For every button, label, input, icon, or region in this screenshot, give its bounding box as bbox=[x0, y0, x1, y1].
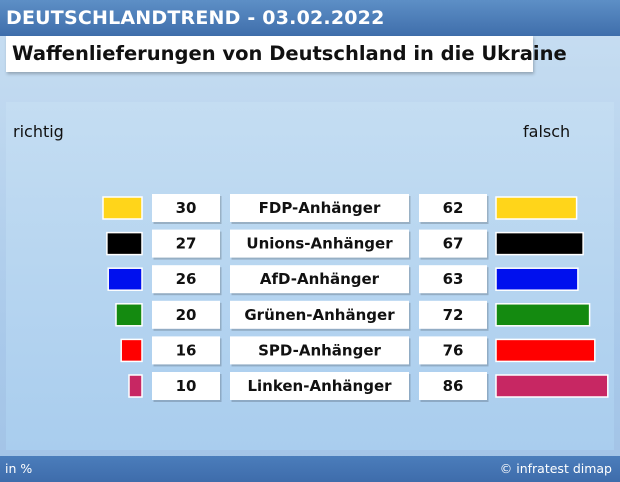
bar-falsch bbox=[495, 196, 578, 220]
value-label-falsch: 63 bbox=[443, 270, 464, 288]
title-box: Waffenlieferungen von Deutschland in die… bbox=[6, 36, 567, 72]
value-label-richtig: 26 bbox=[176, 270, 197, 288]
value-box-richtig bbox=[152, 372, 220, 400]
bar-richtig bbox=[107, 267, 143, 291]
value-label-falsch: 62 bbox=[443, 199, 464, 217]
category-box bbox=[230, 194, 409, 222]
bar-falsch bbox=[495, 374, 609, 398]
header-band bbox=[0, 0, 620, 36]
value-label-falsch: 72 bbox=[443, 306, 464, 324]
bar-richtig bbox=[120, 338, 143, 363]
category-box bbox=[230, 300, 409, 329]
left-series-label: richtig bbox=[13, 122, 64, 141]
value-box-richtig bbox=[152, 229, 220, 258]
value-box-falsch bbox=[419, 265, 487, 294]
bar-richtig bbox=[106, 231, 143, 256]
unit-label: in % bbox=[5, 461, 33, 476]
bar-falsch bbox=[495, 267, 579, 291]
category-label: FDP-Anhänger bbox=[259, 199, 381, 217]
value-label-richtig: 30 bbox=[176, 199, 197, 217]
value-box-falsch bbox=[419, 300, 487, 329]
bar-falsch bbox=[495, 231, 584, 256]
category-box bbox=[230, 372, 409, 400]
footer-band: in % © infratest dimap bbox=[0, 456, 620, 482]
value-label-richtig: 20 bbox=[176, 306, 197, 324]
value-box-richtig bbox=[152, 336, 220, 365]
category-box bbox=[230, 265, 409, 294]
bar-falsch bbox=[495, 303, 591, 327]
category-label: Linken-Anhänger bbox=[247, 377, 392, 395]
value-box-richtig bbox=[152, 194, 220, 222]
category-label: AfD-Anhänger bbox=[260, 270, 380, 288]
survey-kicker: DEUTSCHLANDTREND - 03.02.2022 bbox=[6, 7, 385, 29]
bar-falsch bbox=[495, 338, 596, 363]
category-label: SPD-Anhänger bbox=[258, 341, 381, 359]
category-box bbox=[230, 336, 409, 365]
right-series-label: falsch bbox=[523, 122, 571, 141]
value-box-falsch bbox=[419, 194, 487, 222]
bar-richtig bbox=[115, 303, 143, 327]
bar-richtig bbox=[102, 196, 143, 220]
value-label-falsch: 86 bbox=[443, 377, 464, 395]
category-label: Grünen-Anhänger bbox=[244, 306, 395, 324]
value-box-falsch bbox=[419, 229, 487, 258]
value-label-falsch: 67 bbox=[443, 235, 464, 253]
value-box-richtig bbox=[152, 265, 220, 294]
source-credit: © infratest dimap bbox=[499, 461, 612, 476]
value-label-richtig: 27 bbox=[176, 235, 197, 253]
value-label-richtig: 10 bbox=[176, 377, 197, 395]
value-box-falsch bbox=[419, 372, 487, 400]
value-box-richtig bbox=[152, 300, 220, 329]
chart-title: Waffenlieferungen von Deutschland in die… bbox=[12, 42, 567, 65]
bar-richtig bbox=[128, 374, 143, 398]
category-label: Unions-Anhänger bbox=[246, 235, 393, 253]
value-label-falsch: 76 bbox=[443, 341, 464, 359]
category-box bbox=[230, 229, 409, 258]
value-box-falsch bbox=[419, 336, 487, 365]
value-label-richtig: 16 bbox=[176, 341, 197, 359]
